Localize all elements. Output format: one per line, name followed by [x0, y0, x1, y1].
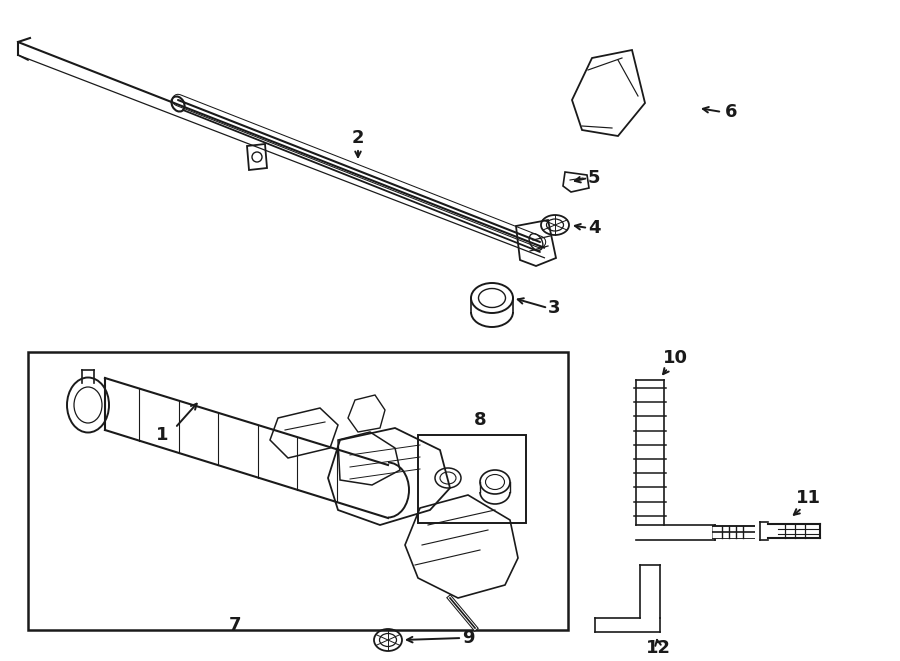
Bar [418, 435, 526, 523]
Text: 4: 4 [588, 219, 600, 237]
Text: 11: 11 [796, 489, 821, 507]
Text: 9: 9 [462, 629, 474, 647]
Text: 7: 7 [229, 616, 241, 634]
Text: 8: 8 [473, 411, 486, 429]
Bar [28, 352, 568, 630]
Text: 3: 3 [548, 299, 561, 317]
Text: 1: 1 [156, 426, 168, 444]
Text: 2: 2 [352, 129, 365, 147]
Text: 5: 5 [588, 169, 600, 187]
Text: 12: 12 [645, 639, 670, 657]
Text: 10: 10 [662, 349, 688, 367]
Text: 6: 6 [725, 103, 737, 121]
